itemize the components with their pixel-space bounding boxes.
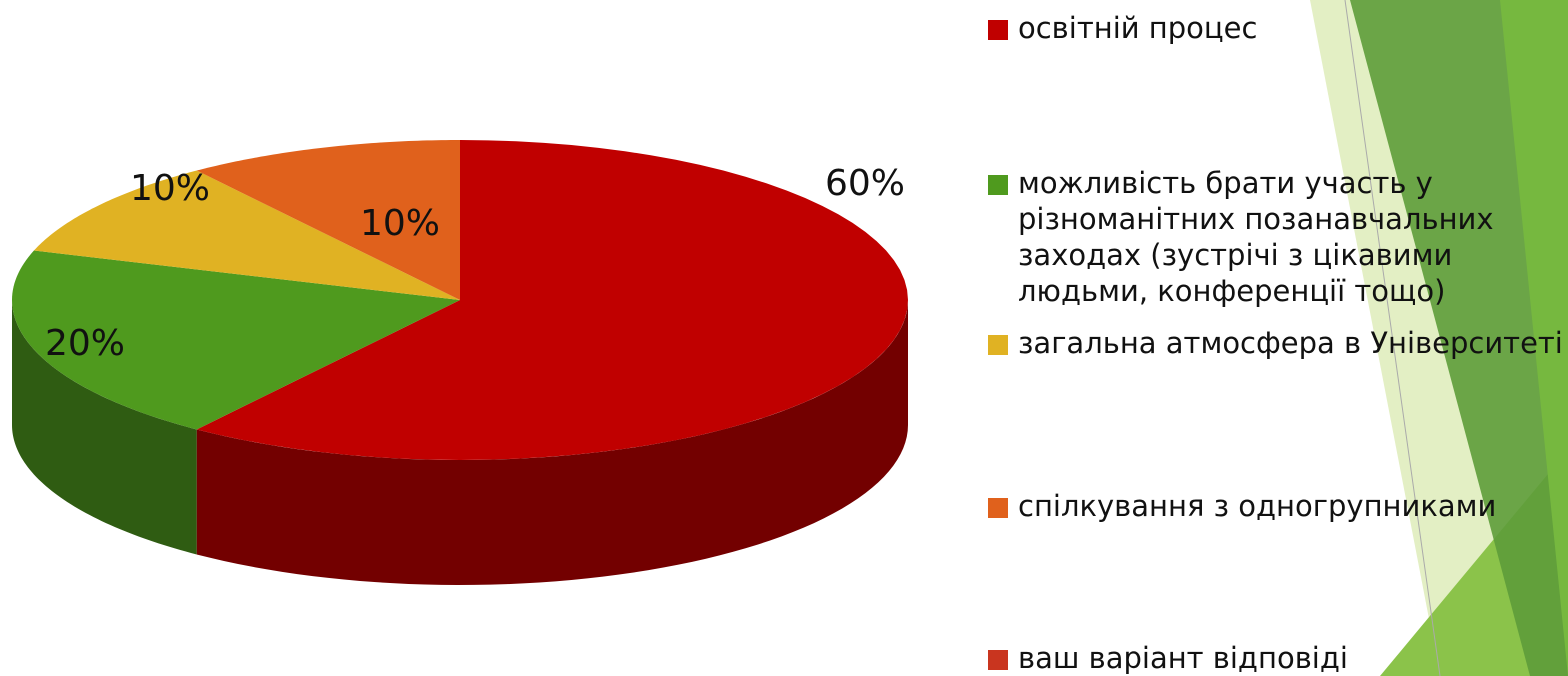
legend-label: загальна атмосфера в Університеті xyxy=(1018,326,1563,360)
data-label: 10% xyxy=(360,203,440,244)
legend-label: можливість брати участь у різноманітних … xyxy=(1018,166,1494,308)
legend-item: ваш варіант відповіді xyxy=(988,640,1568,676)
legend-swatch xyxy=(988,650,1008,670)
pie-slice xyxy=(12,250,460,430)
chart: 60% 20% 10% 10% xyxy=(12,140,908,585)
legend-item: загальна атмосфера в Університеті xyxy=(988,325,1568,361)
deco-band xyxy=(1350,0,1568,676)
legend-swatch xyxy=(988,335,1008,355)
pie-side xyxy=(12,300,197,555)
legend-swatch xyxy=(988,175,1008,195)
pie-slice xyxy=(33,170,460,300)
legend-swatch xyxy=(988,20,1008,40)
legend-swatch xyxy=(988,498,1008,518)
data-label: 20% xyxy=(45,323,125,364)
legend-label: спілкування з одногрупниками xyxy=(1018,489,1497,523)
pie-slice xyxy=(196,140,460,300)
pie-slice xyxy=(196,140,908,460)
data-label: 60% xyxy=(825,163,905,204)
legend-label: ваш варіант відповіді xyxy=(1018,641,1348,675)
legend-label: освітній процес xyxy=(1018,11,1258,45)
deco-band xyxy=(1500,0,1568,676)
legend-item: освітній процес xyxy=(988,10,1568,46)
data-label: 10% xyxy=(130,168,210,209)
legend-item: спілкування з одногрупниками xyxy=(988,488,1568,524)
legend-item: можливість брати участь у різноманітних … xyxy=(988,165,1568,309)
deco-line xyxy=(1344,0,1441,676)
pie-side xyxy=(196,300,908,585)
